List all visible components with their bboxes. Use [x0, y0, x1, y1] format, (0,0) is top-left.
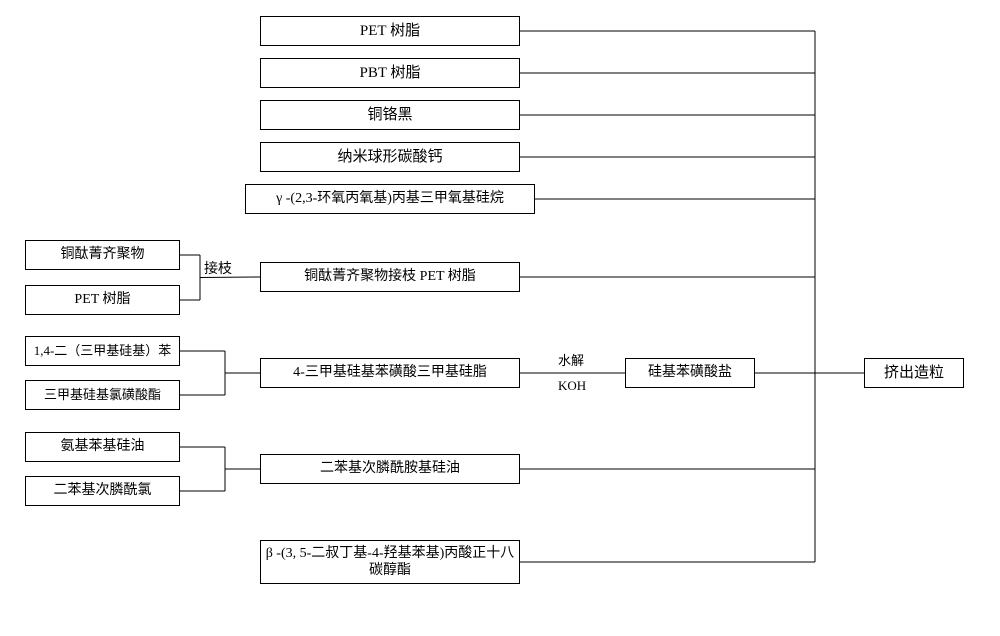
node-label: 硅基苯磺酸盐 — [648, 364, 732, 382]
node-tms-cl: 三甲基硅基氯磺酸酯 — [25, 380, 180, 410]
node-beta: β -(3, 5-二叔丁基-4-羟基苯基)丙酸正十八碳醇酯 — [260, 540, 520, 584]
node-amino: 氨基苯基硅油 — [25, 432, 180, 462]
node-salt: 硅基苯磺酸盐 — [625, 358, 755, 388]
node-tms-ester: 4-三甲基硅基苯磺酸三甲基硅脂 — [260, 358, 520, 388]
node-label: 三甲基硅基氯磺酸酯 — [44, 387, 161, 403]
edge-label-koh: KOH — [558, 378, 586, 394]
node-graft: 铜酞菁齐聚物接枝 PET 树脂 — [260, 262, 520, 292]
node-bis-tms: 1,4-二（三甲基硅基）苯 — [25, 336, 180, 366]
node-label: γ -(2,3-环氧丙氧基)丙基三甲氧基硅烷 — [276, 190, 504, 208]
node-cu-oligo: 铜酞菁齐聚物 — [25, 240, 180, 270]
node-diphenyl: 二苯基次膦酰氯 — [25, 476, 180, 506]
node-phos-sil: 二苯基次膦酰胺基硅油 — [260, 454, 520, 484]
node-label: 挤出造粒 — [884, 364, 944, 383]
node-label: 铜酞菁齐聚物 — [61, 246, 145, 264]
node-extrude: 挤出造粒 — [864, 358, 964, 388]
node-pbt: PBT 树脂 — [260, 58, 520, 88]
node-pet2: PET 树脂 — [25, 285, 180, 315]
node-label: 二苯基次膦酰氯 — [54, 482, 152, 500]
edge-label-graft: 接枝 — [204, 258, 232, 278]
node-label: PBT 树脂 — [360, 64, 421, 83]
node-label: β -(3, 5-二叔丁基-4-羟基苯基)丙酸正十八碳醇酯 — [265, 545, 515, 580]
node-cucr: 铜铬黑 — [260, 100, 520, 130]
node-label: 氨基苯基硅油 — [61, 438, 145, 456]
node-label: 1,4-二（三甲基硅基）苯 — [34, 343, 172, 359]
node-label: 4-三甲基硅基苯磺酸三甲基硅脂 — [293, 364, 487, 382]
node-label: PET 树脂 — [74, 291, 130, 309]
node-gamma: γ -(2,3-环氧丙氧基)丙基三甲氧基硅烷 — [245, 184, 535, 214]
edge-label-hydrol: 水解 — [558, 350, 584, 369]
node-label: 铜铬黑 — [367, 106, 412, 125]
node-pet: PET 树脂 — [260, 16, 520, 46]
node-label: 铜酞菁齐聚物接枝 PET 树脂 — [304, 268, 476, 286]
node-label: 二苯基次膦酰胺基硅油 — [320, 460, 460, 478]
node-label: PET 树脂 — [360, 22, 420, 41]
node-label: 纳米球形碳酸钙 — [337, 148, 442, 167]
node-nano: 纳米球形碳酸钙 — [260, 142, 520, 172]
